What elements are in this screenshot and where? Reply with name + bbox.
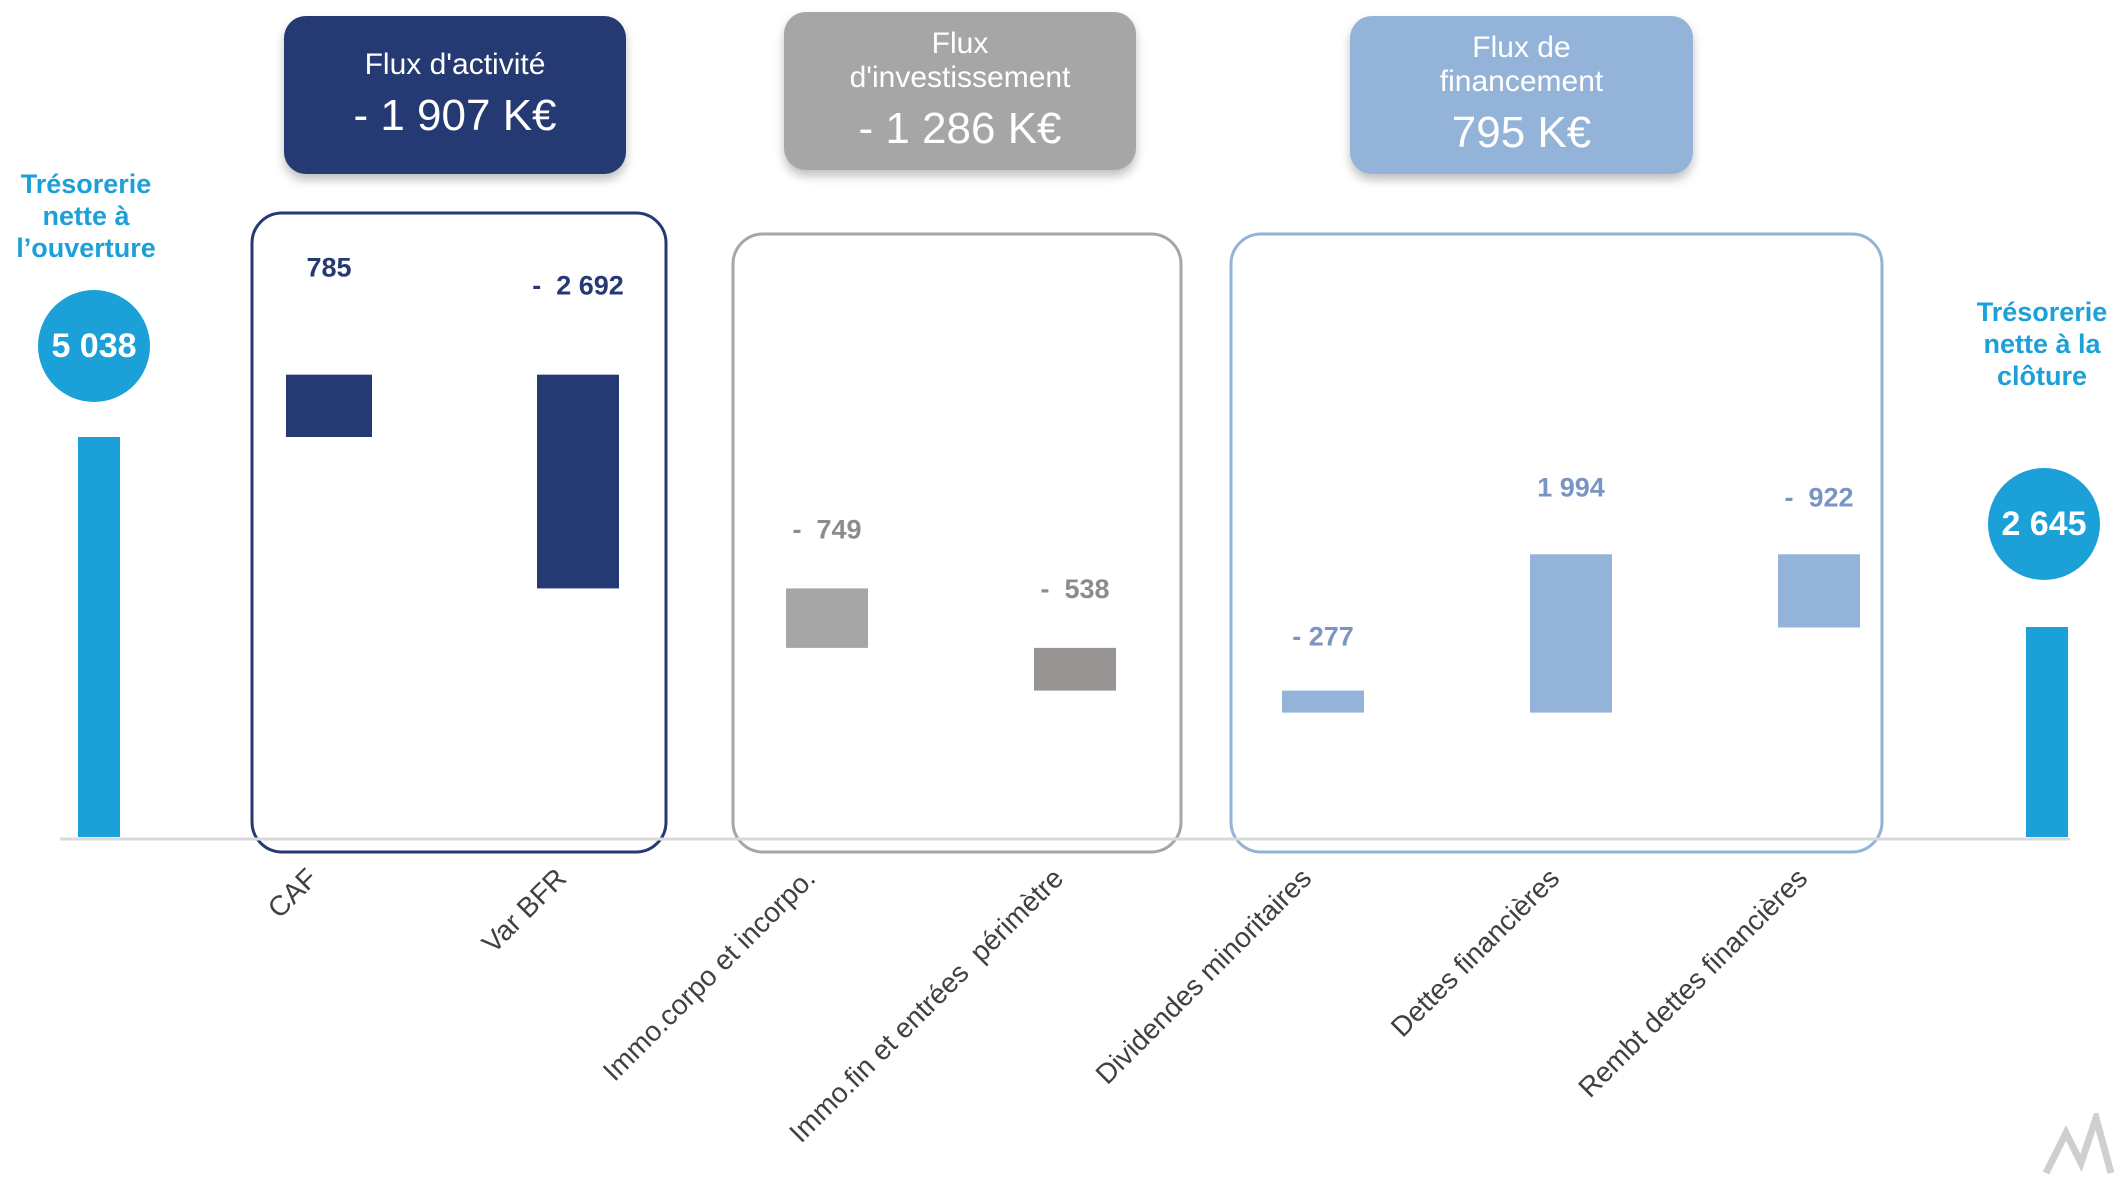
opening-bar: [78, 437, 120, 837]
bar-value-label-6: 1 994: [1537, 472, 1605, 502]
header-flux-investissement: Flux d'investissement - 1 286 K€: [784, 12, 1136, 170]
group-frame-activite: [250, 211, 668, 854]
bar-value-label-7: - 922: [1784, 482, 1853, 512]
bar-3: [786, 588, 868, 648]
header-flux-investissement-title: Flux d'investissement: [849, 27, 1071, 94]
header-flux-financement-value: 795 K€: [1451, 108, 1592, 157]
bar-6: [1530, 554, 1612, 713]
bar-value-label-5: - 277: [1292, 622, 1354, 652]
header-flux-financement-title: Flux de financement: [1439, 31, 1604, 98]
closing-bar: [2026, 626, 2068, 837]
bar-2: [537, 374, 619, 589]
bar-5: [1282, 690, 1364, 713]
category-label-7: Rembt dettes financières: [1572, 862, 1813, 1103]
bar-value-label-3: - 749: [792, 514, 861, 544]
bar-7: [1778, 554, 1860, 628]
category-label-5: Dividendes minoritaires: [1090, 862, 1318, 1090]
logo-mark: [2042, 1113, 2115, 1175]
bar-1: [286, 374, 372, 437]
header-flux-investissement-value: - 1 286 K€: [858, 104, 1062, 153]
category-label-2: Var BFR: [476, 862, 572, 958]
closing-value-circle: 2 645: [1988, 468, 2100, 580]
category-label-4: Immo.fin et entrées périmètre: [783, 862, 1069, 1148]
category-label-6: Dettes financières: [1385, 862, 1565, 1042]
closing-label: Trésorerie nette à la clôture: [1976, 297, 2108, 391]
bar-4: [1034, 647, 1116, 691]
bar-value-label-2: - 2 692: [532, 271, 624, 301]
opening-value-circle: 5 038: [38, 290, 150, 402]
category-label-1: CAF: [262, 862, 324, 924]
group-frame-financement: [1229, 232, 1884, 854]
header-flux-activite-value: - 1 907 K€: [353, 91, 557, 140]
category-label-3: Immo.corpo et incorpo.: [597, 862, 821, 1086]
header-flux-activite: Flux d'activité - 1 907 K€: [284, 16, 626, 174]
group-frame-investissement: [731, 232, 1183, 854]
opening-label: Trésorerie nette à l’ouverture: [16, 169, 156, 263]
bar-value-label-1: 785: [306, 253, 351, 283]
bar-value-label-4: - 538: [1040, 574, 1109, 604]
header-flux-activite-title: Flux d'activité: [364, 48, 546, 81]
header-flux-financement: Flux de financement 795 K€: [1350, 16, 1693, 174]
